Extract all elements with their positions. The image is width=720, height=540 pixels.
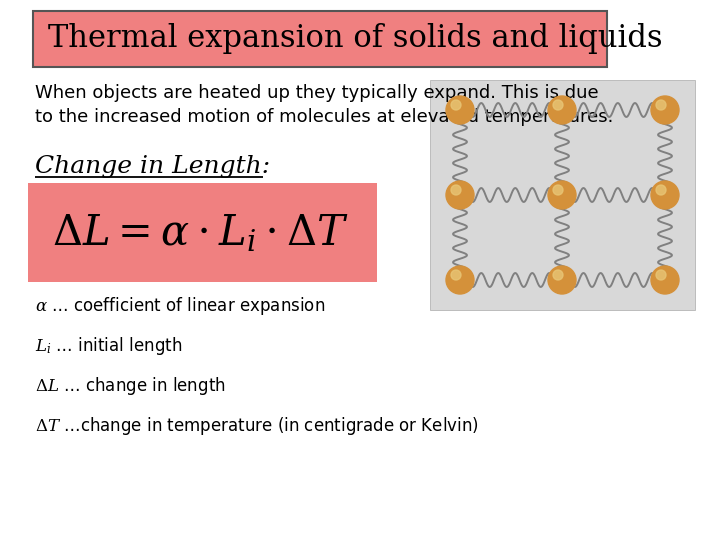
Text: $\alpha$ … coefficient of linear expansion: $\alpha$ … coefficient of linear expansi…	[35, 295, 325, 317]
Text: to the increased motion of molecules at elevated temperatures.: to the increased motion of molecules at …	[35, 108, 613, 126]
Circle shape	[651, 96, 679, 124]
Circle shape	[553, 185, 563, 195]
Text: $\Delta L = \alpha \cdot L_i \cdot \Delta T$: $\Delta L = \alpha \cdot L_i \cdot \Delt…	[52, 212, 348, 254]
FancyBboxPatch shape	[28, 183, 377, 282]
Circle shape	[553, 100, 563, 110]
Text: Thermal expansion of solids and liquids: Thermal expansion of solids and liquids	[48, 24, 662, 55]
Circle shape	[651, 181, 679, 209]
Circle shape	[656, 100, 666, 110]
Circle shape	[451, 270, 461, 280]
Circle shape	[446, 96, 474, 124]
Circle shape	[548, 181, 576, 209]
Text: $\Delta L$ … change in length: $\Delta L$ … change in length	[35, 375, 226, 397]
Circle shape	[656, 270, 666, 280]
Circle shape	[548, 96, 576, 124]
FancyBboxPatch shape	[430, 80, 695, 310]
Circle shape	[656, 185, 666, 195]
Circle shape	[451, 100, 461, 110]
Circle shape	[446, 181, 474, 209]
Circle shape	[548, 266, 576, 294]
Circle shape	[446, 266, 474, 294]
FancyBboxPatch shape	[33, 11, 607, 67]
Circle shape	[651, 266, 679, 294]
Text: Change in Length:: Change in Length:	[35, 155, 270, 178]
Text: $\Delta T$ …change in temperature (in centigrade or Kelvin): $\Delta T$ …change in temperature (in ce…	[35, 415, 479, 437]
Circle shape	[553, 270, 563, 280]
Circle shape	[451, 185, 461, 195]
Text: When objects are heated up they typically expand. This is due: When objects are heated up they typicall…	[35, 84, 598, 102]
Text: $L_i$ … initial length: $L_i$ … initial length	[35, 335, 182, 357]
